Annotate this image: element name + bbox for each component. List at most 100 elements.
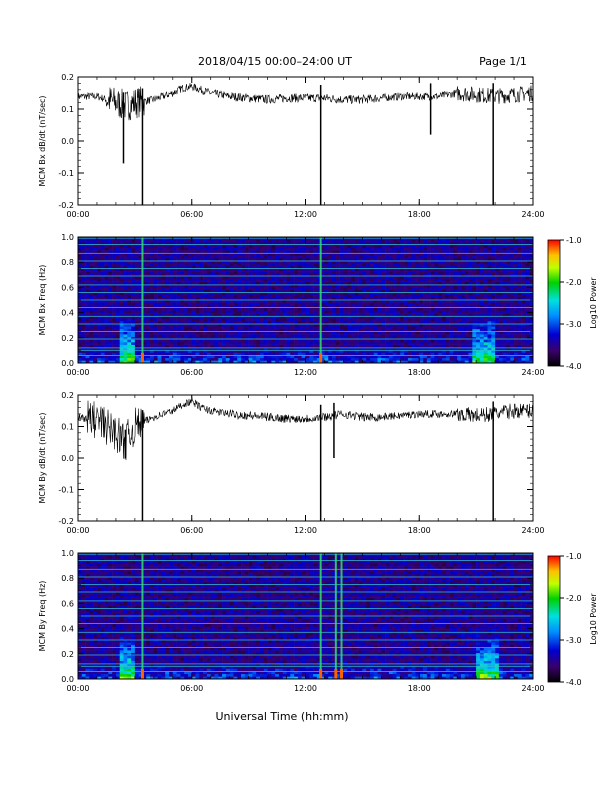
spectrogram-cell [381,239,386,243]
spectrogram-cell [241,281,246,285]
spectrogram-cell [119,336,124,340]
spectrogram-cell [210,331,215,335]
spectrogram-cell [165,255,170,259]
spectrogram-cell [366,355,371,359]
spectrogram-cell [256,265,261,269]
spectrogram-cell [343,294,348,298]
spectrogram-cell [271,305,276,309]
spectrogram-cell [316,281,321,285]
spectrogram-cell [191,284,196,288]
spectrogram-cell [385,352,390,356]
spectrogram-cell [275,339,280,343]
spectrogram-cell [165,281,170,285]
spectrogram-cell [203,326,208,330]
spectrogram-cell [81,239,86,243]
spectrogram-cell [146,273,151,277]
spectrogram-cell [146,334,151,338]
spectrogram-cell [369,263,375,267]
spectrogram-cell [332,357,337,361]
spectrogram-cell [256,331,261,335]
spectrogram-cell [415,258,420,261]
spectrogram-cell [142,357,147,361]
spectrogram-cell [411,268,416,272]
spectrogram-cell [85,252,90,256]
spectrogram-cell [445,328,450,332]
spectrogram-cell [373,268,378,272]
spectrogram-cell [248,339,253,343]
spectrogram-cell [229,328,234,332]
spectrogram-cell [275,242,280,246]
spectrogram-cell [339,305,344,309]
spectrogram-cell [165,315,170,319]
spectrogram-cell [210,286,215,290]
spectrogram-cell [354,339,359,343]
spectrogram-cell [260,250,265,254]
spectrogram-cell [157,307,162,311]
spectrogram-cell [229,294,234,298]
spectrogram-cell [134,360,139,364]
spectrogram-cell [449,321,454,324]
spectrogram-cell [457,279,462,282]
spectrogram-cell [252,300,257,303]
spectrogram-cell [294,284,299,288]
spectrogram-cell [324,281,329,285]
spectrogram-cell [426,352,431,356]
spectrogram-cell [112,331,117,335]
spectrogram-cell [252,349,257,353]
spectrogram-cell [157,342,162,345]
spectrogram-cell [366,336,371,340]
spectrogram-cell [434,244,439,248]
spectrogram-cell [442,244,447,248]
spectrogram-cell [161,250,166,254]
spectrogram-cell [214,310,219,314]
spectrogram-cell [419,326,424,330]
spectrogram-cell [423,305,428,309]
spectrogram-cell [169,294,174,298]
spectrogram-cell [165,247,170,251]
spectrogram-cell [184,242,189,246]
spectrogram-cell [419,255,424,259]
spectrogram-cell [290,284,295,288]
spectrogram-cell [85,268,90,272]
spectrogram-cell [278,336,284,340]
spectrogram-cell [294,244,299,248]
spectrogram-cell [275,247,280,251]
spectrogram-cell [373,276,378,280]
spectrogram-cell [112,279,117,282]
spectrogram-cell [434,292,439,296]
spectrogram-cell [434,352,439,356]
spectrogram-cell [430,289,435,293]
spectrogram-cell [282,242,287,246]
spectrogram-cell [423,260,428,264]
spectrogram-cell [430,260,435,264]
spectrogram-cell [222,355,227,359]
spectrogram-cell [385,276,390,280]
spectrogram-cell [275,258,280,261]
spectrogram-cell [157,286,162,290]
spectrogram-cell [354,255,359,259]
spectrogram-cell [222,252,227,256]
spectrogram-cell [385,342,390,345]
spectrogram-cell [449,307,454,311]
spectrogram-cell [157,265,162,269]
spectrogram-cell [297,302,303,306]
spectrogram-cell [222,263,227,267]
spectrogram-cell [419,321,424,324]
spectrogram-cell [388,357,394,361]
spectrogram-cell [108,360,113,364]
spectrogram-cell [100,328,105,332]
spectrogram-cell [309,326,314,330]
spectrogram-cell [434,339,439,343]
spectrogram-cell [407,255,412,259]
spectrogram-cell [392,294,397,298]
spectrogram-cell [373,258,378,261]
spectrogram-cell [112,268,117,272]
spectrogram-cell [404,258,409,261]
spectrogram-cell [241,355,246,359]
spectrogram-cell [392,326,397,330]
spectrogram-cell [96,242,102,246]
spectrogram-cell [142,315,147,319]
spectrogram-cell [203,250,208,254]
spectrogram-cell [241,313,246,317]
spectrogram-cell [377,344,382,348]
